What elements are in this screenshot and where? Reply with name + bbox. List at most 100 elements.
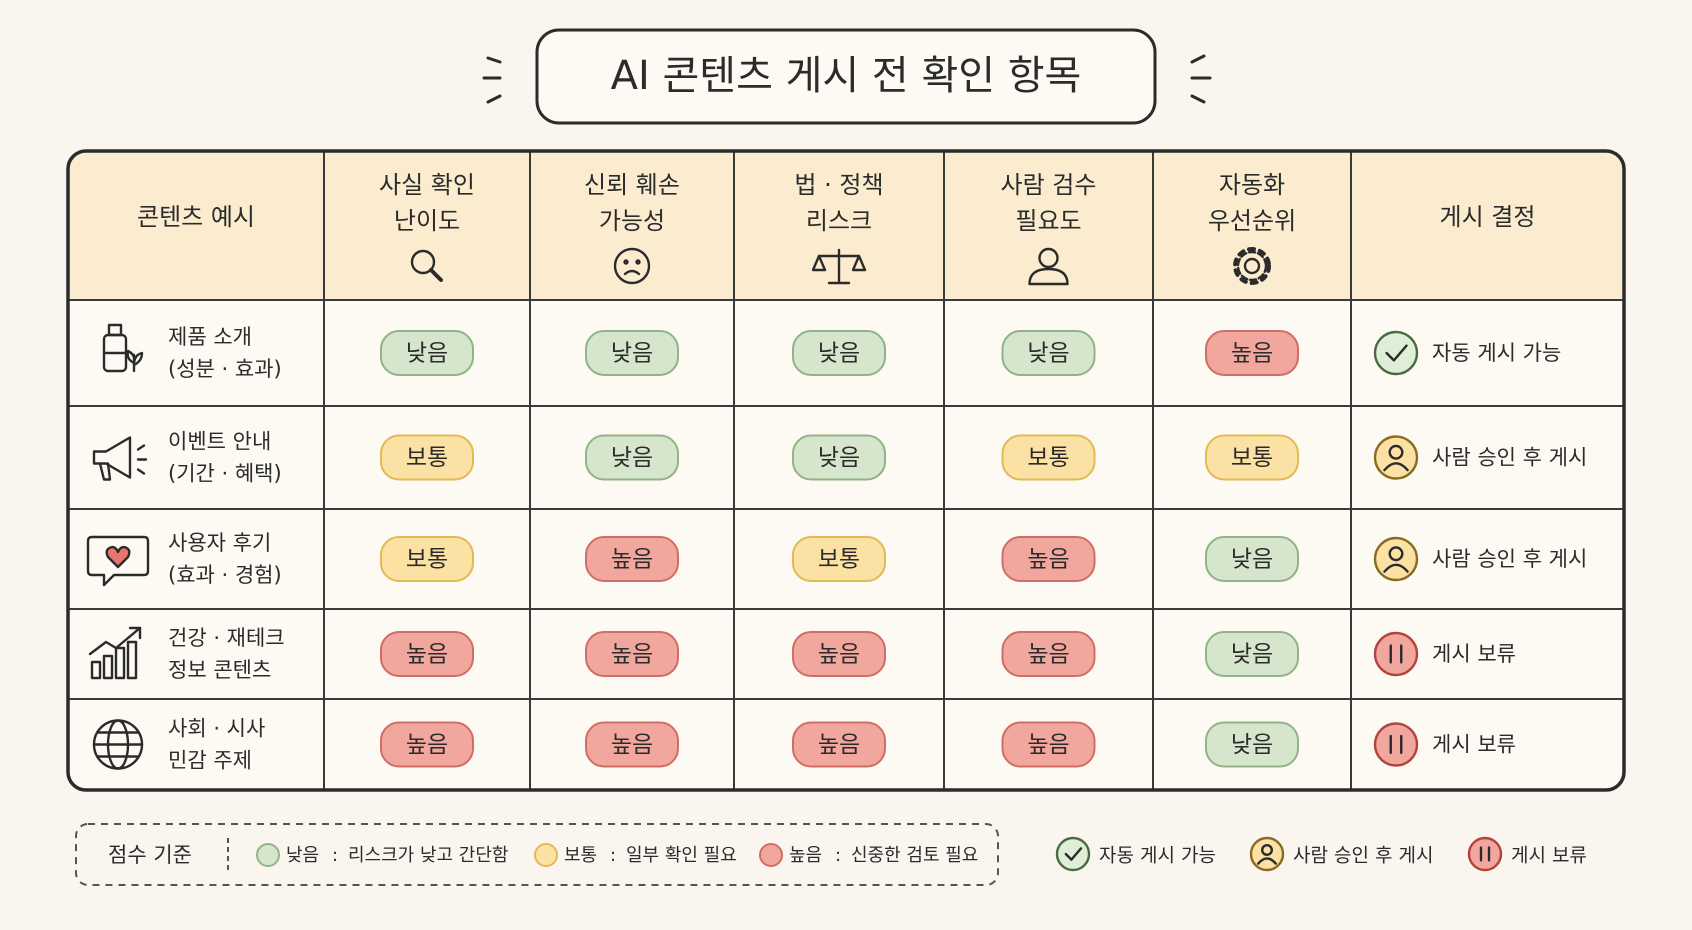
- legend-decision: 자동 게시 가능: [1099, 845, 1216, 867]
- decision-icon-part: [1055, 836, 1091, 872]
- legend-sep: :: [332, 845, 338, 866]
- rating-text: 낮음: [406, 341, 448, 367]
- legend-dot: [759, 843, 783, 867]
- column-header: 우선순위: [1208, 207, 1296, 235]
- legend-label: 점수 기준: [108, 843, 192, 867]
- example-icon: [86, 535, 150, 587]
- example-icon-part: [128, 626, 142, 640]
- decision-icon-part: [1373, 722, 1419, 767]
- column-header: 필요도: [1015, 207, 1081, 235]
- rating-pill: [792, 721, 886, 768]
- example-icon-part: [96, 731, 140, 758]
- rating-text: 높음: [1231, 341, 1273, 367]
- header-icon: [1233, 247, 1271, 285]
- column-header: 리스크: [806, 207, 872, 235]
- rating-text: 보통: [406, 445, 448, 471]
- example-icon-part: [136, 468, 146, 475]
- legend-name: 보통: [564, 845, 597, 866]
- example-icon-part: [88, 626, 142, 656]
- header-icon-part: [623, 269, 641, 276]
- decision-text: 게시 보류: [1432, 733, 1516, 757]
- example-icon-part: [92, 436, 132, 479]
- legend-description: 일부 확인 필요: [626, 845, 737, 866]
- example-icon-part: [105, 545, 131, 569]
- example-icon-part: [136, 444, 146, 451]
- decision-icon-part: [1257, 857, 1277, 865]
- dash: [1190, 94, 1206, 104]
- rating-text: 보통: [1231, 445, 1273, 471]
- rating-pill: [1205, 721, 1299, 768]
- rating-pill: [1001, 330, 1096, 376]
- rating-pill: [792, 536, 886, 582]
- legend-dot: [534, 843, 558, 867]
- decision-icon-part: [1260, 843, 1274, 857]
- rating-text: 높음: [1027, 547, 1069, 573]
- example-icon-part: [114, 646, 126, 680]
- decision-icon: [1373, 330, 1419, 376]
- header-icon: [613, 247, 651, 285]
- decision-icon-part: [1373, 631, 1419, 677]
- rating-text: 낮음: [818, 445, 860, 471]
- decision-icon: [1249, 836, 1285, 872]
- decision-icon: [1373, 536, 1419, 582]
- rating-text: 낮음: [611, 341, 653, 367]
- example-icon-part: [126, 349, 144, 373]
- column-header: 사람 검수: [1001, 171, 1097, 199]
- example-icon-part: [107, 323, 123, 337]
- example-text: 건강 · 재테크: [168, 626, 285, 650]
- example-text: (효과 · 경험): [168, 563, 282, 587]
- decision-icon-part: [1383, 462, 1409, 472]
- example-icon: [102, 323, 144, 373]
- rating-text: 낮음: [818, 341, 860, 367]
- rating-text: 낮음: [1027, 341, 1069, 367]
- rating-text: 보통: [406, 547, 448, 573]
- decision-icon-part: [1388, 546, 1404, 562]
- decision-icon-part: [1064, 847, 1083, 861]
- column-header: 자동화: [1219, 171, 1285, 199]
- rating-pill: [1001, 434, 1096, 481]
- legend-decision: 사람 승인 후 게시: [1293, 845, 1433, 867]
- header-icon-part: [1038, 247, 1059, 269]
- legend-sep: :: [610, 845, 616, 866]
- decision-text: 자동 게시 가능: [1432, 341, 1561, 365]
- header-icon-part: [811, 254, 827, 272]
- header-icon: [410, 249, 443, 282]
- header-icon-part: [1233, 247, 1271, 285]
- example-icon-part: [98, 462, 112, 481]
- rating-text: 높음: [1027, 732, 1069, 758]
- header-icon-part: [851, 254, 867, 272]
- decision-icon: [1467, 836, 1503, 872]
- example-icon-part: [90, 660, 102, 680]
- example-text: 사회 · 시사: [168, 717, 265, 741]
- example-text: 사용자 후기: [168, 531, 271, 555]
- example-text: (성분 · 효과): [168, 357, 282, 381]
- rating-text: 높음: [406, 732, 448, 758]
- table-grid: [68, 151, 1624, 790]
- decision-icon-part: [1373, 330, 1419, 376]
- rating-text: 보통: [1027, 445, 1069, 471]
- example-icon-part: [86, 535, 150, 587]
- rating-pill: [792, 631, 886, 677]
- rating-text: 낮음: [1231, 732, 1273, 758]
- rating-text: 높음: [818, 642, 860, 668]
- decision-icon-part: [1467, 836, 1503, 872]
- legend-name: 높음: [789, 845, 822, 866]
- decision-icon: [1373, 631, 1419, 677]
- rating-pill: [1001, 631, 1096, 677]
- rating-pill: [585, 434, 679, 481]
- rating-pill: [792, 434, 886, 481]
- example-text: 이벤트 안내: [168, 430, 271, 454]
- example-icon: [88, 626, 142, 680]
- legend-decision: 게시 보류: [1511, 845, 1587, 867]
- example-icon-part: [102, 654, 114, 680]
- rating-pill: [380, 330, 474, 376]
- header-icon-part: [1028, 267, 1069, 286]
- title-decoration: [482, 54, 1212, 104]
- decision-icon-part: [1385, 344, 1408, 362]
- rating-pill: [1205, 631, 1299, 677]
- rating-pill: [1205, 434, 1299, 481]
- header-icon-part: [410, 249, 436, 275]
- legend-description: 신중한 검토 필요: [851, 845, 978, 866]
- example-icon: [92, 436, 148, 481]
